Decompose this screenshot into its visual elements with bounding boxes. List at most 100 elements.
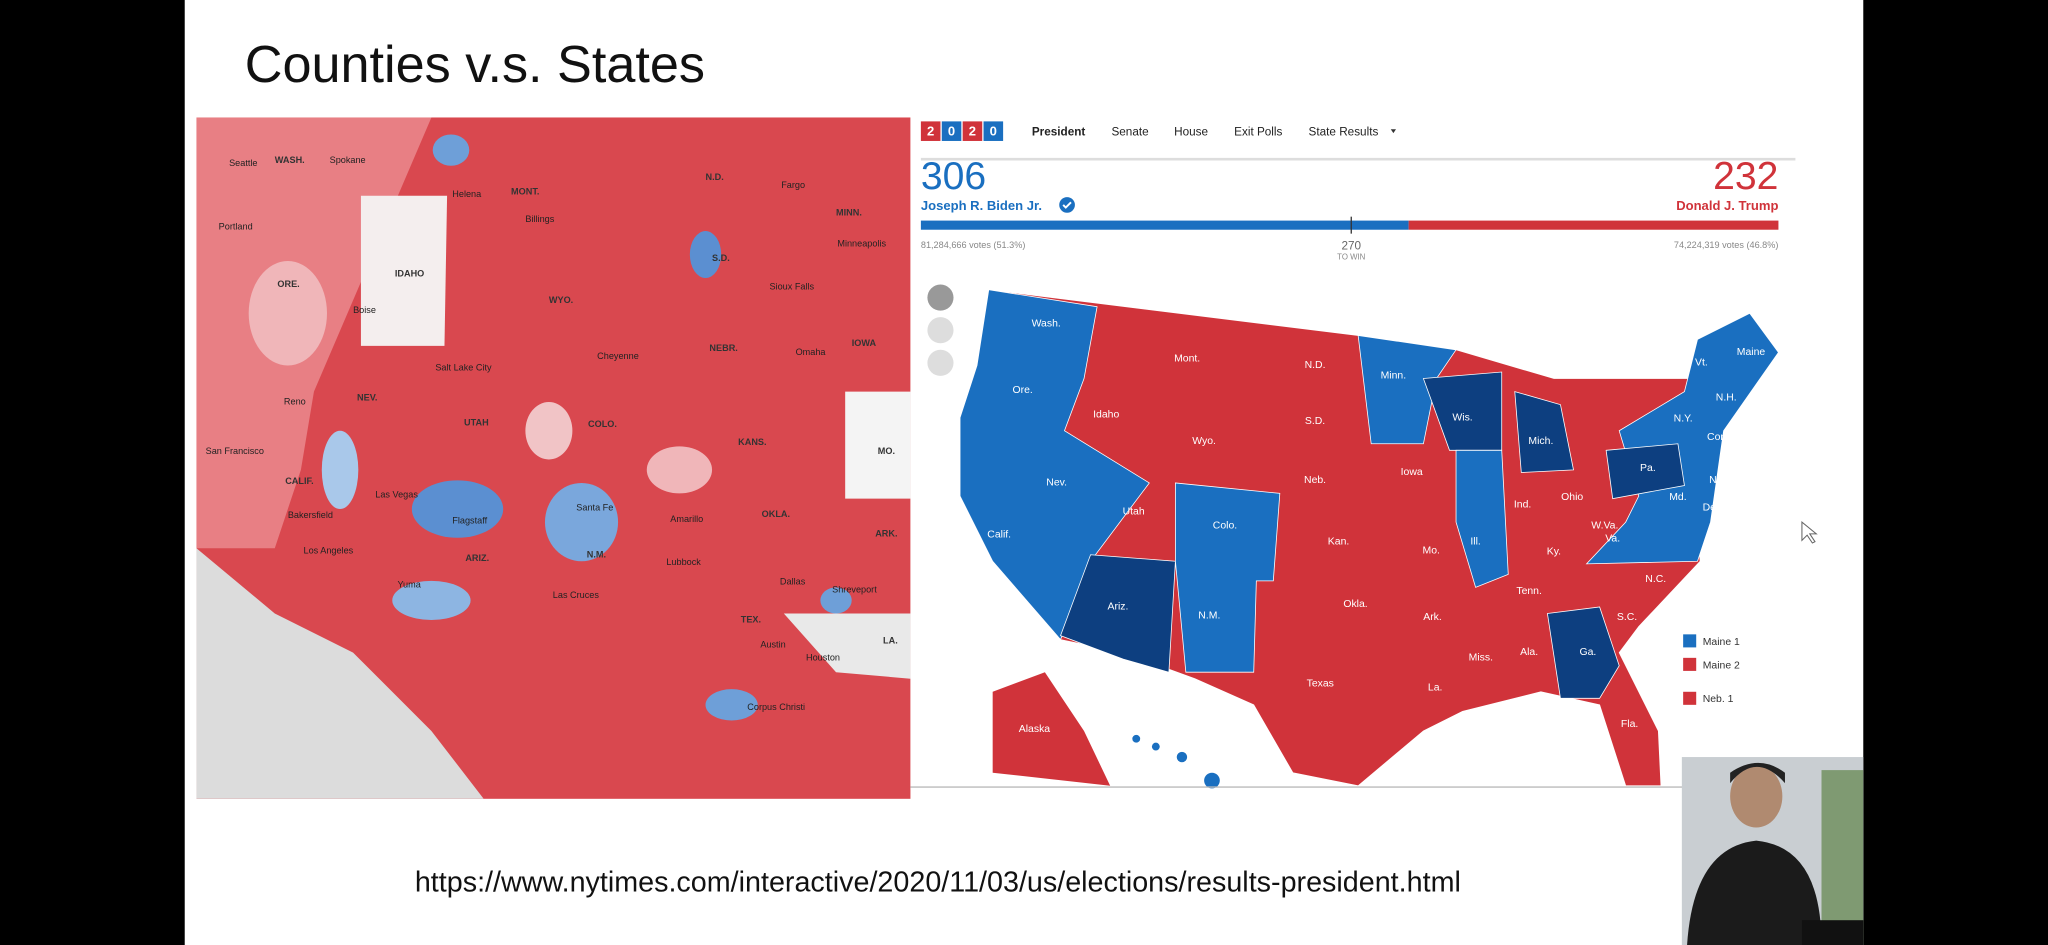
speaker-video xyxy=(1681,757,1864,945)
state-map xyxy=(959,289,1779,789)
state-label: Vt. xyxy=(1695,357,1708,368)
state-label: Va. xyxy=(1605,534,1620,545)
nav-item[interactable]: Exit Polls xyxy=(1234,126,1282,139)
county-label: Salt Lake City xyxy=(435,363,492,373)
state-label: Del. xyxy=(1703,502,1722,513)
logo-digit: 0 xyxy=(990,124,997,139)
county-label: Boise xyxy=(353,305,376,315)
county-map xyxy=(196,117,911,799)
dropdown-arrow xyxy=(1390,129,1396,134)
state-label: Md. xyxy=(1669,492,1686,503)
logo-box xyxy=(962,121,983,141)
biden-votes: 81,284,666 votes (51.3%) xyxy=(921,240,1026,250)
state-label: Alaska xyxy=(1019,724,1051,735)
state-label: Wash. xyxy=(1032,318,1061,329)
logo-digit: 2 xyxy=(927,124,934,139)
county-label: N.M. xyxy=(587,549,606,559)
state-label: Ill. xyxy=(1470,536,1480,547)
zoom-out[interactable] xyxy=(927,317,954,344)
state-label: Ark. xyxy=(1423,612,1442,623)
legend-swatch xyxy=(1683,634,1697,648)
legend-label: Maine 1 xyxy=(1703,637,1740,648)
state-label: Mich. xyxy=(1528,436,1553,447)
state-label: Ariz. xyxy=(1108,602,1129,613)
state-label: Maine xyxy=(1737,347,1766,358)
county-label: Portland xyxy=(219,222,253,232)
county-label: N.D. xyxy=(706,172,724,182)
county-label: ARIZ. xyxy=(465,553,489,563)
county-label: Bakersfield xyxy=(288,510,333,520)
state-label: Utah xyxy=(1123,506,1145,517)
state-label: Tenn. xyxy=(1516,586,1542,597)
nav-item[interactable]: President xyxy=(1032,126,1086,139)
nav-item[interactable]: House xyxy=(1174,126,1208,139)
county-label: LA. xyxy=(883,635,898,645)
source-url[interactable]: https://www.nytimes.com/interactive/2020… xyxy=(415,866,1461,898)
state-label: Iowa xyxy=(1401,467,1423,478)
state-label: Okla. xyxy=(1343,599,1367,610)
state-label: Miss. xyxy=(1469,652,1493,663)
county-label: UTAH xyxy=(464,418,489,428)
state-label: Ind. xyxy=(1514,500,1531,511)
trump-bar xyxy=(1408,220,1779,230)
state-label: Mont. xyxy=(1174,354,1200,365)
state-labels: Wash. Ore. Calif. Nev. Idaho Mont. Wyo. Utah Col… xyxy=(987,318,1771,771)
state-label: W.Va. xyxy=(1591,521,1618,532)
county-label: ORE. xyxy=(277,279,299,289)
county-label: Corpus Christi xyxy=(747,702,805,712)
state-label: Wis. xyxy=(1452,412,1472,423)
county-label: Austin xyxy=(760,639,785,649)
state-label: Ky. xyxy=(1547,547,1561,558)
county-label: TEX. xyxy=(741,615,761,625)
state-label: Idaho xyxy=(1093,410,1119,421)
county-label: San Francisco xyxy=(206,446,264,456)
state-label: Minn. xyxy=(1381,371,1407,382)
state-label: Pa. xyxy=(1640,463,1656,474)
county-label: MONT. xyxy=(511,186,539,196)
electoral-bar xyxy=(920,216,1779,234)
county-label: S.D. xyxy=(712,253,730,263)
state-label: Ore. xyxy=(1013,385,1033,396)
legend-label: Neb. 1 xyxy=(1703,694,1734,705)
state-label: N.C. xyxy=(1645,574,1666,585)
county-label: CALIF. xyxy=(285,476,313,486)
trump-name: Donald J. Trump xyxy=(1676,198,1778,213)
county-label: Las Cruces xyxy=(553,590,600,600)
county-label: WASH. xyxy=(275,155,305,165)
county-labels: Seattle WASH. Spokane Portland ORE. IDAH… xyxy=(206,155,898,712)
state-label: Mo. xyxy=(1423,545,1440,556)
state-label: N.D. xyxy=(1305,360,1326,371)
state-label: Mass. xyxy=(1744,412,1772,423)
logo-digit: 2 xyxy=(969,124,976,139)
state-label: N.M. xyxy=(1198,611,1220,622)
county-label: IDAHO xyxy=(395,269,424,279)
zoom-controls[interactable] xyxy=(927,284,954,376)
county-label: Spokane xyxy=(330,155,366,165)
county-label: Amarillo xyxy=(670,514,703,524)
logo-digit: 0 xyxy=(948,124,955,139)
state-label: Neb. xyxy=(1304,475,1326,486)
trump-votes: 74,224,319 votes (46.8%) xyxy=(1674,240,1779,250)
biden-bar xyxy=(920,220,1409,230)
nav-item[interactable]: State Results xyxy=(1309,126,1379,139)
county-label: Santa Fe xyxy=(576,502,613,512)
county-label: COLO. xyxy=(588,419,617,429)
state-label: Wyo. xyxy=(1192,436,1216,447)
county-label: Los Angeles xyxy=(304,545,354,555)
county-label: Cheyenne xyxy=(597,351,639,361)
zoom-in[interactable] xyxy=(927,284,954,311)
county-label: Shreveport xyxy=(832,585,877,595)
threshold: 270 xyxy=(1341,239,1361,252)
county-label: Lubbock xyxy=(666,557,701,567)
county-label: Dallas xyxy=(780,577,806,587)
threshold-label: TO WIN xyxy=(1337,253,1365,262)
logo-box xyxy=(983,121,1004,141)
state-label: N.J. xyxy=(1709,475,1728,486)
state-label: Calif. xyxy=(987,530,1011,541)
biden-name: Joseph R. Biden Jr. xyxy=(921,198,1042,213)
cursor xyxy=(1801,520,1818,544)
zoom-reset[interactable] xyxy=(927,349,954,376)
county-label: IOWA xyxy=(852,338,877,348)
nav-item[interactable]: Senate xyxy=(1111,126,1148,139)
county-label: Billings xyxy=(525,214,554,224)
